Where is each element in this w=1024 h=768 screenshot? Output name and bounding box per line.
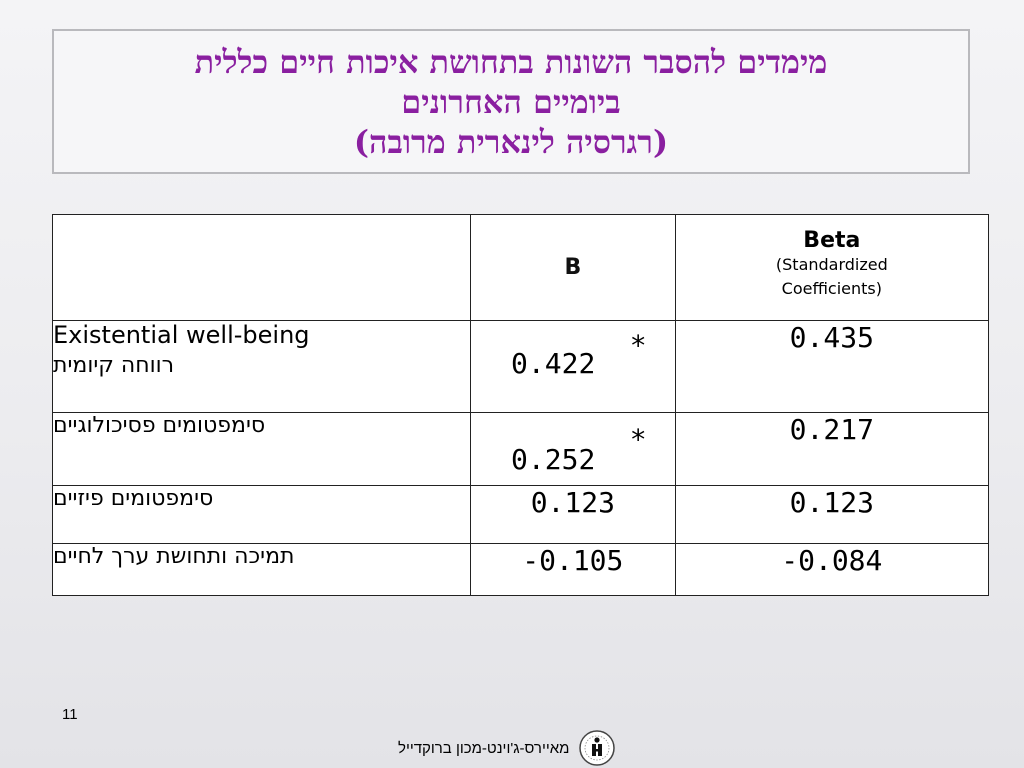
header-variable bbox=[51, 214, 472, 321]
b-value: -0.105 bbox=[522, 544, 624, 577]
b-cell: * 0.252 bbox=[470, 412, 676, 486]
variable-label-he: סימפטומים פסיכולוגיים bbox=[53, 413, 266, 438]
table-row: Existential well-being רווחה קיומית * 0.… bbox=[51, 320, 990, 413]
institute-logo-icon bbox=[579, 730, 616, 766]
variable-label-en: Existential well-being bbox=[53, 321, 310, 349]
footer: מאיירס-ג'וינט-מכון ברוקדייל bbox=[398, 730, 616, 766]
b-value: 0.123 bbox=[530, 486, 615, 519]
header-beta-sub-2: Coefficients) bbox=[781, 279, 882, 298]
beta-cell: 0.435 bbox=[674, 320, 990, 413]
title-box: מימדים להסבר השונות בתחושת איכות חיים כל… bbox=[52, 29, 970, 174]
slide-title-line-1: מימדים להסבר השונות בתחושת איכות חיים כל… bbox=[194, 42, 828, 81]
beta-value: 0.123 bbox=[789, 486, 874, 519]
row-variable-cell: סימפטומים פסיכולוגיים bbox=[51, 412, 472, 486]
header-beta: Beta (Standardized Coefficients) bbox=[674, 214, 990, 321]
header-beta-sub-1: (Standardized bbox=[775, 255, 888, 274]
header-beta-label: Beta bbox=[803, 228, 861, 253]
slide-title-line-2: ביומיים האחרונים bbox=[401, 82, 621, 121]
table-row: סימפטומים פיזיים 0.123 0.123 bbox=[51, 485, 990, 544]
slide-number: 11 bbox=[62, 706, 78, 723]
beta-cell: -0.084 bbox=[674, 543, 990, 596]
variable-label-he: רווחה קיומית bbox=[53, 353, 174, 378]
beta-value: 0.217 bbox=[789, 413, 874, 446]
row-variable-cell: סימפטומים פיזיים bbox=[51, 485, 472, 544]
table-header-row: B Beta (Standardized Coefficients) bbox=[51, 214, 990, 321]
b-cell: 0.123 bbox=[470, 485, 676, 544]
institute-name: מאיירס-ג'וינט-מכון ברוקדייל bbox=[398, 739, 570, 757]
beta-cell: 0.123 bbox=[674, 485, 990, 544]
header-b: B bbox=[470, 214, 676, 321]
table-row: תמיכה ותחושת ערך לחיים -0.105 -0.084 bbox=[51, 543, 990, 596]
row-variable-cell: Existential well-being רווחה קיומית bbox=[51, 320, 472, 413]
beta-value: -0.084 bbox=[781, 544, 883, 577]
b-value: 0.252 bbox=[511, 443, 596, 476]
beta-value: 0.435 bbox=[789, 321, 874, 354]
row-variable-cell: תמיכה ותחושת ערך לחיים bbox=[51, 543, 472, 596]
beta-cell: 0.217 bbox=[674, 412, 990, 486]
significance-star: * bbox=[629, 329, 647, 362]
significance-star: * bbox=[629, 423, 647, 456]
b-cell: * 0.422 bbox=[470, 320, 676, 413]
header-b-label: B bbox=[564, 255, 582, 280]
variable-label-he: תמיכה ותחושת ערך לחיים bbox=[53, 544, 295, 569]
variable-label-he: סימפטומים פיזיים bbox=[53, 486, 214, 511]
b-value: 0.422 bbox=[511, 347, 596, 380]
slide-title-line-3: (רגרסיה לינארית מרובה) bbox=[353, 122, 669, 161]
b-cell: -0.105 bbox=[470, 543, 676, 596]
regression-table: B Beta (Standardized Coefficients) Exist… bbox=[51, 214, 990, 596]
table-row: סימפטומים פסיכולוגיים * 0.252 0.217 bbox=[51, 412, 990, 486]
